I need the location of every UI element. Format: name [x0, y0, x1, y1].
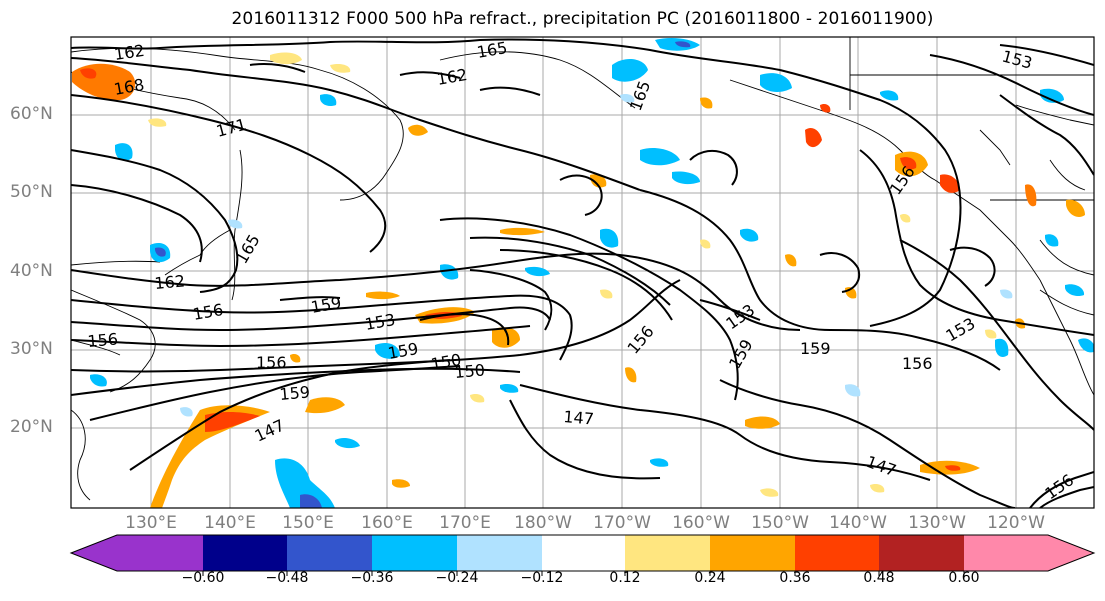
lon-label-150w: 150°W [751, 513, 809, 533]
lon-label-160e: 160°E [361, 513, 413, 533]
contour-label: 156 [902, 354, 933, 373]
lon-label-130e: 130°E [125, 513, 177, 533]
lon-label-170w: 170°W [593, 513, 651, 533]
shading-lightblue [180, 93, 1013, 417]
lat-label-30n: 30°N [10, 339, 53, 359]
colorbar-segment-3 [287, 535, 372, 571]
colorbar-segment-5 [457, 535, 542, 571]
map-title: 2016011312 F000 500 hPa refract., precip… [231, 9, 934, 29]
shading-blue [90, 37, 1094, 508]
shading-yellow [148, 52, 997, 497]
colorbar-tick-label: 0.36 [779, 570, 811, 586]
contour-label: 159 [279, 382, 311, 404]
colorbar-tick-label: −0.24 [435, 570, 479, 586]
lon-label-150e: 150°E [282, 513, 334, 533]
lon-label-170e: 170°E [439, 513, 491, 533]
lon-label-130w: 130°W [908, 513, 966, 533]
contours [71, 38, 1094, 508]
contour-label: 150 [454, 360, 486, 382]
colorbar-tick-label: 0.12 [609, 570, 641, 586]
colorbar-segment-0 [71, 535, 117, 571]
colorbar-segment-9 [795, 535, 879, 571]
lon-label-160w: 160°W [672, 513, 730, 533]
colorbar-tick-label: 0.60 [948, 570, 980, 586]
contour-label: 159 [800, 339, 831, 358]
colorbar-segment-1 [117, 535, 203, 571]
colorbar-segment-8 [710, 535, 795, 571]
contour-label: 162 [154, 271, 186, 293]
colorbar-segment-7 [625, 535, 710, 571]
lat-label-20n: 20°N [10, 417, 53, 437]
shading-orange [72, 63, 1085, 508]
lon-label-120w: 120°W [987, 513, 1045, 533]
colorbar-segment-6 [542, 535, 625, 571]
colorbar-tick-label: −0.12 [520, 570, 564, 586]
lat-label-50n: 50°N [10, 182, 53, 202]
colorbar-tick-label: −0.48 [265, 570, 309, 586]
gridlines [71, 37, 1094, 508]
colorbar-tick-label: 0.48 [863, 570, 895, 586]
lat-label-60n: 60°N [10, 104, 53, 124]
map-frame [70, 36, 1095, 509]
colorbar-tick-label: −0.60 [181, 570, 225, 586]
lon-label-140w: 140°W [829, 513, 887, 533]
colorbar-segment-11 [964, 535, 1048, 571]
colorbar-segment-4 [372, 535, 457, 571]
colorbar-segment-12 [1048, 535, 1094, 571]
contour-label: 162 [113, 41, 146, 64]
colorbar-segment-2 [203, 535, 287, 571]
lon-label-140e: 140°E [204, 513, 256, 533]
lon-label-180w: 180°W [514, 513, 572, 533]
lat-label-40n: 40°N [10, 261, 53, 281]
colorbar-tick-label: 0.24 [694, 570, 726, 586]
contour-label: 147 [563, 407, 595, 429]
colorbar [69, 534, 1096, 576]
colorbar-tick-label: −0.36 [350, 570, 394, 586]
contour-label: 156 [256, 353, 287, 372]
contour-label: 156 [87, 329, 119, 351]
colorbar-segment-10 [879, 535, 964, 571]
